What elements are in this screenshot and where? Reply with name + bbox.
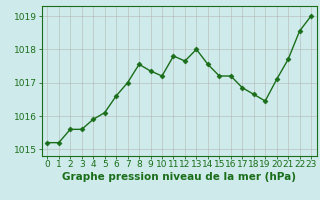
- X-axis label: Graphe pression niveau de la mer (hPa): Graphe pression niveau de la mer (hPa): [62, 172, 296, 182]
